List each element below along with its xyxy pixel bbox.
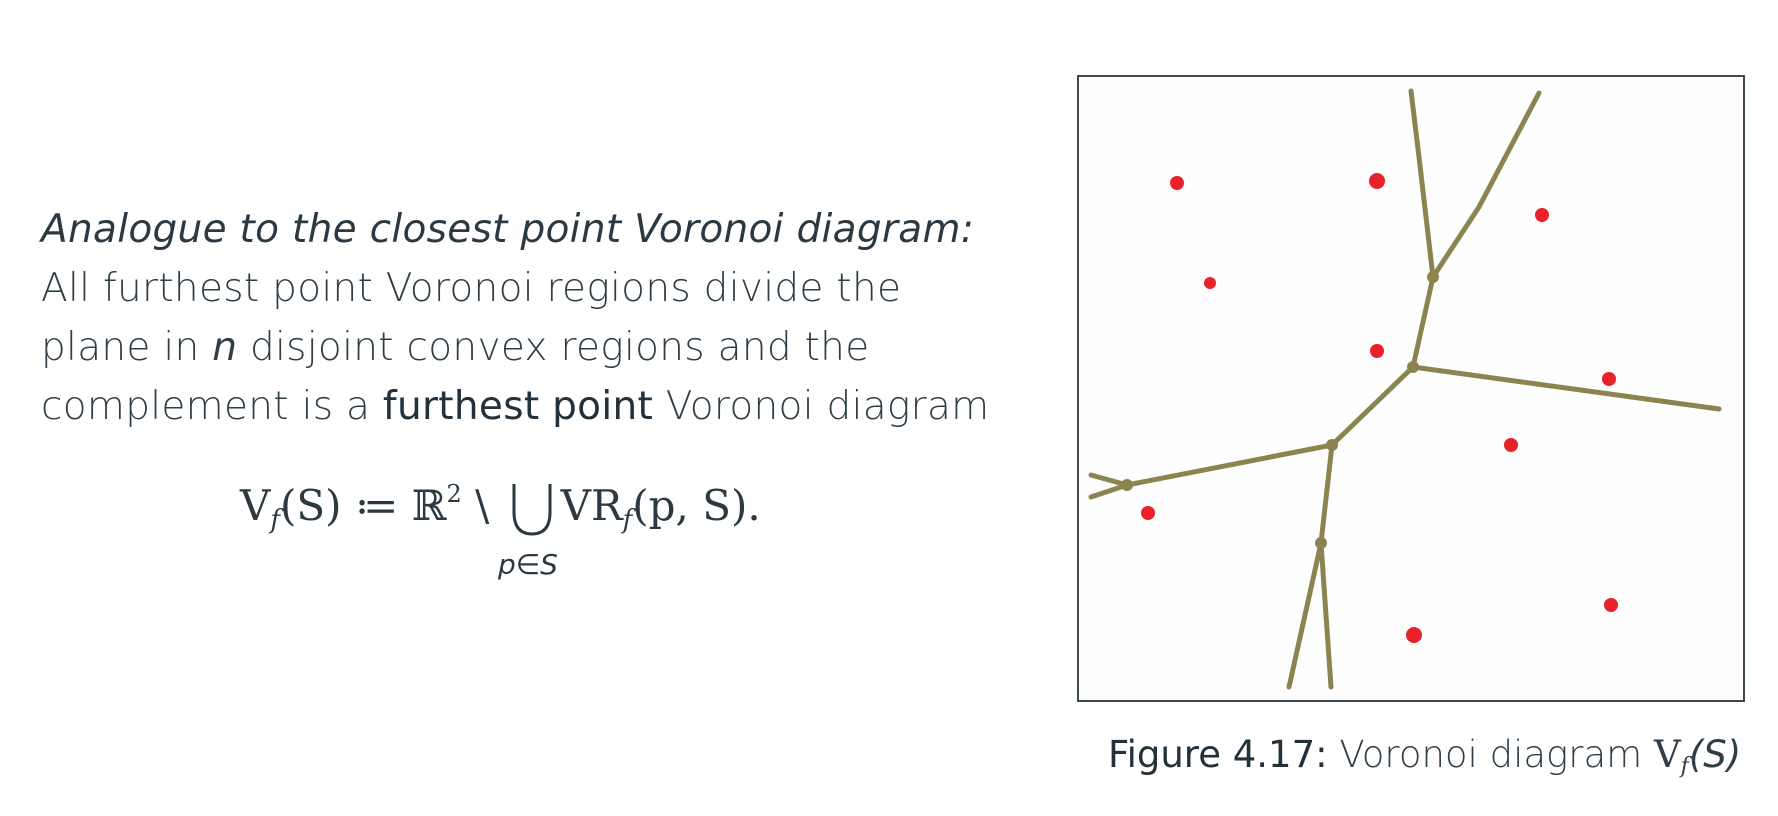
body-line-3-a: complement is a xyxy=(41,384,383,429)
body-line-2: plane in n disjoint convex regions and t… xyxy=(41,318,981,377)
voronoi-vertex xyxy=(1315,537,1327,549)
site-point xyxy=(1602,372,1616,386)
formula-exponent: 2 xyxy=(446,480,462,508)
site-point xyxy=(1406,627,1422,643)
voronoi-edge xyxy=(1410,274,1436,370)
voronoi-edge xyxy=(1088,472,1130,488)
voronoi-diagram xyxy=(1088,88,1722,690)
formula-rhs-arg: (p, S). xyxy=(632,481,761,530)
formula-lhs-arg: (S) ≔ ℝ xyxy=(279,481,447,530)
formula-main: Vf(S) ≔ ℝ2 \ VRf(p, S). xyxy=(240,480,761,538)
formula-rhs-sub: f xyxy=(622,505,633,535)
voronoi-vertices xyxy=(1121,271,1439,549)
voronoi-vertex xyxy=(1427,271,1439,283)
voronoi-edge xyxy=(1329,364,1416,448)
formula-lhs: V xyxy=(240,481,271,530)
site-points xyxy=(1141,173,1618,643)
caption-text: Voronoi diagram xyxy=(1327,733,1654,776)
body-line-2-a: plane in xyxy=(41,325,213,370)
formula-union-index: p∈S xyxy=(498,548,558,581)
caption-math: V xyxy=(1653,733,1681,776)
text-block: Analogue to the closest point Voronoi di… xyxy=(41,200,989,436)
voronoi-edge xyxy=(1318,540,1334,690)
site-point xyxy=(1535,208,1549,222)
site-point xyxy=(1141,506,1155,520)
voronoi-vertex xyxy=(1407,361,1419,373)
formula: Vf(S) ≔ ℝ2 \ VRf(p, S). p∈S xyxy=(240,470,780,590)
voronoi-edge xyxy=(1410,364,1722,412)
variable-n: n xyxy=(212,325,238,370)
site-point xyxy=(1170,176,1184,190)
body-line-3-b: Voronoi diagram xyxy=(653,384,990,429)
body-line-2-b: disjoint convex regions and the xyxy=(237,325,870,370)
formula-lhs-sub: f xyxy=(270,505,280,535)
caption-sub: f xyxy=(1680,754,1689,779)
caption-label: Figure 4.17: xyxy=(1108,733,1328,776)
heading-text: Analogue to the closest point Voronoi di… xyxy=(41,207,975,252)
site-point xyxy=(1370,344,1384,358)
voronoi-edge xyxy=(1408,88,1436,280)
voronoi-vertex xyxy=(1121,479,1133,491)
site-point xyxy=(1204,277,1216,289)
formula-rhs: VR xyxy=(560,481,623,530)
body-line-1: All furthest point Voronoi regions divid… xyxy=(41,266,902,311)
figure-caption: Figure 4.17: Voronoi diagram Vf(S) xyxy=(1108,733,1741,779)
site-point xyxy=(1504,438,1518,452)
formula-setminus: \ xyxy=(461,481,503,530)
caption-arg: (S) xyxy=(1688,733,1742,776)
big-union-symbol xyxy=(512,484,552,536)
emphasis-furthest-point: furthest point xyxy=(382,384,654,429)
voronoi-edge xyxy=(1286,442,1335,690)
voronoi-edges xyxy=(1088,88,1722,690)
site-point xyxy=(1369,173,1385,189)
body-line-3: complement is a furthest point Voronoi d… xyxy=(41,377,989,436)
voronoi-vertex xyxy=(1326,439,1338,451)
voronoi-edge xyxy=(1430,90,1542,280)
site-point xyxy=(1604,598,1618,612)
voronoi-figure xyxy=(1077,75,1745,702)
